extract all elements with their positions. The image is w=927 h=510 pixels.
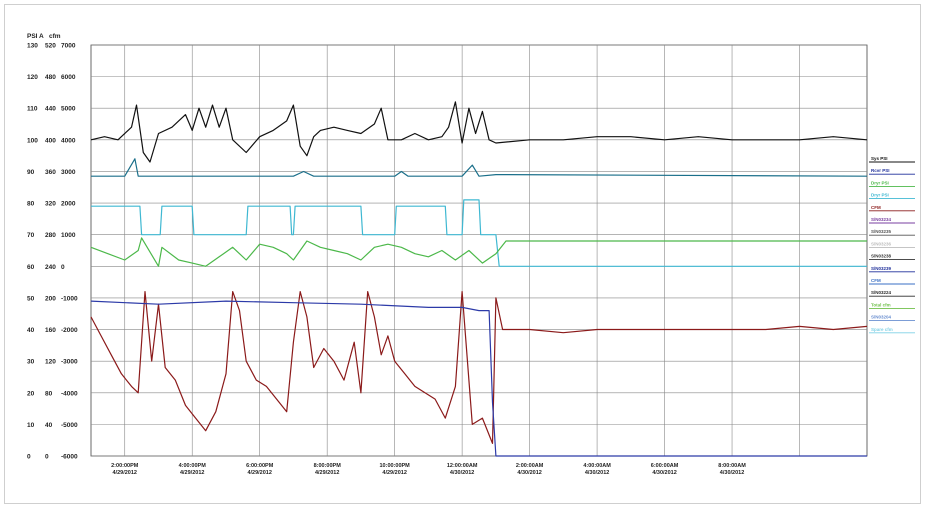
y-tick-label: -6000 — [61, 454, 78, 461]
y-tick-label: 120 — [45, 359, 56, 366]
y-tick-label: 480 — [45, 74, 56, 81]
x-tick-label: 12:00:00AM — [447, 463, 478, 469]
y-tick-label: 400 — [45, 137, 56, 144]
y-tick-label: 60 — [27, 264, 35, 271]
y-tick-label: 10 — [27, 422, 35, 429]
y-tick-label: 360 — [45, 169, 56, 176]
x-tick-date: 4/30/2012 — [585, 470, 609, 476]
y-tick-label: 40 — [27, 327, 35, 334]
y-tick-label: 280 — [45, 232, 56, 239]
y-tick-label: 3000 — [61, 169, 76, 176]
y-tick-label: 1000 — [61, 232, 76, 239]
x-tick-label: 4:00:00PM — [179, 463, 207, 469]
legend: Sys PSI Rcvr PSI Dryr PSI Dryr PSI CFM S/N032… — [869, 156, 915, 334]
y-tick-label: 7000 — [61, 43, 76, 50]
y-tick-label: 5000 — [61, 106, 76, 113]
y-tick-label: 0 — [27, 454, 31, 461]
x-tick-label: 2:00:00AM — [516, 463, 544, 469]
x-tick-date: 4/30/2012 — [450, 470, 474, 476]
legend-label: CFM — [871, 278, 881, 283]
x-tick-label: 6:00:00AM — [651, 463, 679, 469]
y-tick-label: -2000 — [61, 327, 78, 334]
y-tick-label: 160 — [45, 327, 56, 334]
y-tick-label: 520 — [45, 43, 56, 50]
grid — [90, 44, 868, 457]
y-tick-label: 6000 — [61, 74, 76, 81]
series-line-4 — [90, 237, 867, 267]
legend-label: Dryr PSI — [871, 180, 889, 185]
legend-label: S/N03204 — [871, 315, 892, 320]
y-tick-label: -3000 — [61, 359, 78, 366]
legend-label: S/N03234 — [871, 217, 892, 222]
y-tick-label: 0 — [45, 454, 49, 461]
y-tick-label: 320 — [45, 201, 56, 208]
x-tick-label: 10:00:00PM — [380, 463, 411, 469]
y-tick-label: 440 — [45, 106, 56, 113]
y-tick-label: 240 — [45, 264, 56, 271]
x-tick-date: 4/30/2012 — [517, 470, 541, 476]
y-tick-label: 40 — [45, 422, 53, 429]
y-tick-label: 200 — [45, 295, 56, 302]
y-tick-label: 80 — [45, 390, 53, 397]
x-tick-date: 4/30/2012 — [652, 470, 676, 476]
series-line-2 — [91, 158, 868, 177]
legend-label: S/N03224 — [871, 290, 892, 295]
legend-label: Total cfm — [871, 302, 891, 307]
y-tick-label: -1000 — [61, 295, 78, 302]
y-tick-label: 110 — [27, 106, 38, 113]
y-tick-label: 4000 — [61, 137, 76, 144]
legend-label: S/N03239 — [871, 266, 892, 271]
plot-border — [90, 44, 868, 457]
x-tick-date: 4/29/2012 — [180, 470, 204, 476]
x-tick-date: 4/30/2012 — [720, 470, 744, 476]
y-tick-label: 0 — [61, 264, 65, 271]
legend-label: Sys PSI — [871, 156, 888, 161]
legend-label: S/N03235 — [871, 229, 892, 234]
x-tick-date: 4/29/2012 — [315, 470, 339, 476]
x-tick-label: 8:00:00AM — [718, 463, 746, 469]
chart-frame: 130 520 7000 120 480 6000 110 440 5000 100 400 4000… — [4, 4, 921, 504]
x-tick-label: 4:00:00AM — [583, 463, 611, 469]
axis-header: PSI A — [27, 33, 44, 40]
y-tick-label: 90 — [27, 169, 35, 176]
series-group — [90, 101, 868, 457]
x-axis: 2:00:00PM4/29/20124:00:00PM4/29/20126:00… — [111, 463, 746, 476]
axis-header: cfm — [49, 33, 61, 40]
y-tick-label: 70 — [27, 232, 35, 239]
x-tick-label: 2:00:00PM — [111, 463, 139, 469]
series-line-5 — [90, 291, 868, 444]
legend-label: CFM — [871, 205, 881, 210]
y-tick-label: -5000 — [61, 422, 78, 429]
y-tick-label: 80 — [27, 201, 35, 208]
legend-label: Spare cfm — [871, 327, 893, 332]
x-tick-date: 4/29/2012 — [247, 470, 271, 476]
x-tick-date: 4/29/2012 — [382, 470, 406, 476]
legend-label: S/N03236 — [871, 241, 892, 246]
y-tick-label: 130 — [27, 43, 38, 50]
y-tick-label: 50 — [27, 295, 35, 302]
legend-label: Dryr PSI — [871, 193, 889, 198]
y-tick-label: 120 — [27, 74, 38, 81]
series-line-1 — [90, 101, 868, 163]
y-tick-label: 30 — [27, 359, 35, 366]
x-tick-label: 6:00:00PM — [246, 463, 274, 469]
legend-label: Rcvr PSI — [871, 168, 890, 173]
y-tick-label: -4000 — [61, 390, 78, 397]
y-tick-label: 2000 — [61, 201, 76, 208]
legend-label: S/N03238 — [871, 254, 892, 259]
x-tick-label: 8:00:00PM — [314, 463, 342, 469]
series-line-3 — [91, 199, 867, 267]
y-tick-label: 100 — [27, 137, 38, 144]
x-tick-date: 4/29/2012 — [113, 470, 137, 476]
series-line-6 — [90, 300, 867, 457]
y-tick-label: 20 — [27, 390, 35, 397]
